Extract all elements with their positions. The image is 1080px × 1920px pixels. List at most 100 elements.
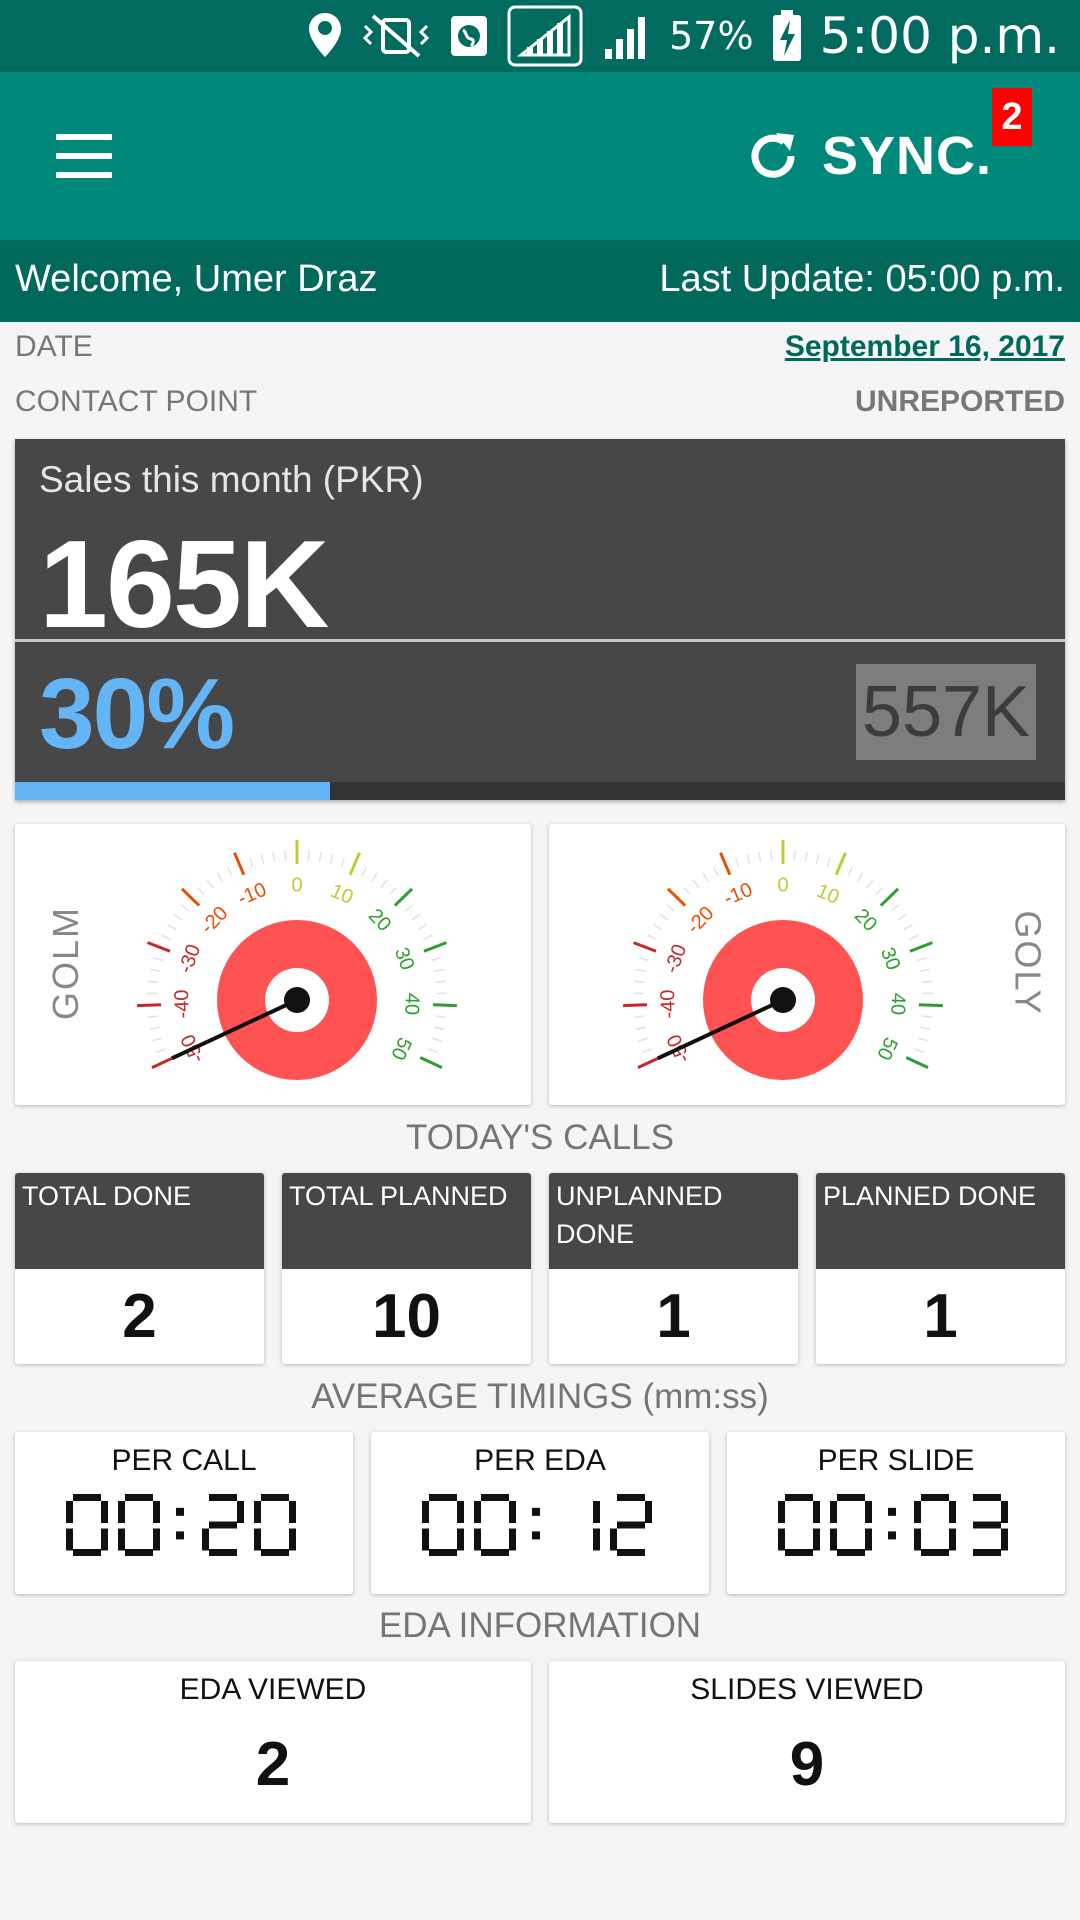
gauge-minor-tick bbox=[284, 850, 287, 861]
gauge-minor-tick bbox=[890, 904, 900, 912]
call-card-total-planned[interactable]: TOTAL PLANNED 10 bbox=[282, 1173, 531, 1364]
gauge-tick-label: 30 bbox=[876, 945, 905, 974]
gauge-major-tick bbox=[432, 1003, 457, 1008]
gauge-tick-label: 40 bbox=[886, 993, 909, 1016]
gauge-needle bbox=[657, 998, 784, 1061]
vibrate-off-icon bbox=[361, 14, 431, 58]
gauge-minor-tick bbox=[633, 1015, 645, 1018]
timing-label: PER EDA bbox=[474, 1444, 606, 1477]
sync-button[interactable]: SYNC. bbox=[746, 124, 992, 188]
gauge-minor-tick bbox=[166, 923, 177, 931]
gauge-tick-label: 0 bbox=[777, 874, 788, 896]
gauge-minor-tick bbox=[149, 1026, 160, 1030]
call-label: UNPLANNED DONE bbox=[549, 1173, 798, 1269]
gauge-minor-tick bbox=[770, 850, 773, 861]
gauge-minor-tick bbox=[431, 956, 442, 962]
globe-icon bbox=[449, 14, 489, 58]
battery-charging-icon bbox=[772, 10, 802, 62]
gauge-tick-label: -10 bbox=[721, 879, 756, 911]
gauge-tick-label: -40 bbox=[171, 989, 194, 1019]
eda-value: 2 bbox=[255, 1730, 291, 1799]
gauge-major-tick bbox=[393, 887, 414, 907]
call-value: 1 bbox=[656, 1282, 691, 1351]
gauge-minor-tick bbox=[329, 854, 334, 865]
hamburger-menu-icon[interactable] bbox=[56, 134, 112, 178]
call-card-total-done[interactable]: TOTAL DONE 2 bbox=[15, 1173, 264, 1364]
sales-card: Sales this month (PKR) 165K 30% 557K bbox=[15, 439, 1065, 800]
gauge-major-tick bbox=[348, 852, 361, 876]
app-bar: SYNC. bbox=[0, 72, 1080, 240]
gauge-tick-label: 50 bbox=[872, 1034, 901, 1063]
sync-badge: 2 bbox=[992, 88, 1032, 146]
gauge-minor-tick bbox=[435, 980, 446, 984]
date-value-link[interactable]: September 16, 2017 bbox=[784, 330, 1065, 363]
gauge-minor-tick bbox=[920, 1026, 931, 1030]
gauge-minor-tick bbox=[161, 934, 172, 941]
gauge-minor-tick bbox=[216, 872, 224, 882]
timing-label: PER SLIDE bbox=[817, 1444, 975, 1477]
gauge-minor-tick bbox=[642, 1048, 653, 1053]
gauge-minor-tick bbox=[361, 866, 368, 877]
gauge-minor-tick bbox=[652, 923, 663, 931]
timing-value bbox=[727, 1492, 1065, 1558]
gauge-minor-tick bbox=[411, 913, 421, 921]
sales-value: 165K bbox=[39, 516, 329, 654]
welcome-strip: Welcome, Umer Draz Last Update: 05:00 p.… bbox=[0, 240, 1080, 322]
contact-point-value: UNREPORTED bbox=[854, 385, 1065, 418]
signal-sim1-icon bbox=[507, 5, 583, 67]
gauge-minor-tick bbox=[340, 857, 346, 868]
gauge-needle-pivot bbox=[284, 987, 310, 1013]
gauge-major-tick bbox=[147, 941, 171, 953]
gauge-minor-tick bbox=[435, 1015, 447, 1018]
gauge-minor-tick bbox=[638, 1037, 649, 1042]
last-update: Last Update: 05:00 p.m. bbox=[659, 258, 1065, 300]
gauge-minor-tick bbox=[389, 886, 397, 896]
gauge-minor-tick bbox=[659, 913, 669, 921]
gauge-minor-tick bbox=[380, 879, 388, 889]
gauge-minor-tick bbox=[635, 1026, 646, 1030]
gauge-minor-tick bbox=[847, 866, 854, 877]
gauge-major-tick bbox=[719, 852, 732, 876]
gauge-major-tick bbox=[151, 1056, 175, 1069]
gauge-minor-tick bbox=[638, 956, 649, 962]
timing-card-per-eda: PER EDA bbox=[371, 1432, 709, 1594]
status-time: 5:00 p.m. bbox=[819, 7, 1060, 65]
gauge-minor-tick bbox=[875, 886, 883, 896]
refresh-icon bbox=[746, 129, 800, 183]
gauge-minor-tick bbox=[150, 968, 161, 973]
gauge-minor-tick bbox=[427, 1048, 438, 1053]
gauge-minor-tick bbox=[152, 956, 163, 962]
todays-calls-title: TODAY'S CALLS bbox=[406, 1118, 674, 1157]
gauge-minor-tick bbox=[197, 886, 205, 896]
gauge-major-tick bbox=[633, 941, 657, 953]
gauge-minor-tick bbox=[173, 913, 183, 921]
date-label: DATE bbox=[15, 330, 93, 363]
gauge-minor-tick bbox=[666, 904, 676, 912]
eda-information-title: EDA INFORMATION bbox=[378, 1606, 702, 1645]
gauge-minor-tick bbox=[793, 850, 796, 861]
gauge-minor-tick bbox=[897, 913, 907, 921]
gauge-tick-label: 40 bbox=[400, 993, 423, 1016]
gauge-tick-label: -30 bbox=[660, 941, 691, 976]
call-card-unplanned-done[interactable]: UNPLANNED DONE 1 bbox=[549, 1173, 798, 1364]
gauge-minor-tick bbox=[147, 1015, 159, 1018]
gauge-needle-pivot bbox=[770, 987, 796, 1013]
gauge-tick-label: -30 bbox=[174, 941, 205, 976]
gauge-minor-tick bbox=[734, 857, 740, 868]
eda-card-slides-viewed: SLIDES VIEWED 9 bbox=[549, 1661, 1065, 1823]
timing-label: PER CALL bbox=[111, 1444, 257, 1477]
call-card-planned-done[interactable]: PLANNED DONE 1 bbox=[816, 1173, 1065, 1364]
status-bar: 57% 5:00 p.m. bbox=[0, 0, 1080, 72]
gauge-minor-tick bbox=[431, 1037, 442, 1042]
gauge-major-tick bbox=[918, 1003, 943, 1008]
gauge-tick-label: -40 bbox=[657, 989, 680, 1019]
status-icons: 57% 5:00 p.m. bbox=[307, 0, 1060, 72]
call-value: 2 bbox=[122, 1282, 157, 1351]
gauge-minor-tick bbox=[866, 879, 874, 889]
gauge-tick-label: 10 bbox=[327, 880, 356, 909]
call-label: TOTAL PLANNED bbox=[282, 1173, 531, 1269]
gauge-major-tick bbox=[423, 941, 447, 953]
gauge-minor-tick bbox=[746, 854, 751, 865]
average-timings-title: AVERAGE TIMINGS (mm:ss) bbox=[311, 1377, 769, 1416]
